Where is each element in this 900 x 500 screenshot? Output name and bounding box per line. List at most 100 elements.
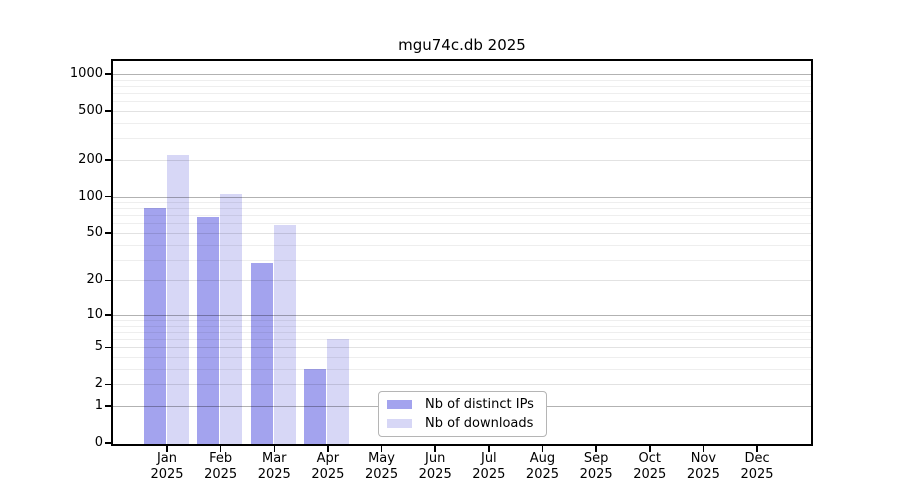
- month-text: Jan: [156, 451, 178, 466]
- legend-row-nb-of-distinct-ips: Nb of distinct IPs: [387, 397, 546, 412]
- gridline: [113, 339, 811, 341]
- bar-nb-of-distinct-ips-feb: [197, 216, 220, 444]
- gridline: [113, 325, 811, 327]
- y-axis-tick-mark: [105, 232, 112, 234]
- x-axis-month-label: Jun 2025: [403, 451, 467, 483]
- month-text: Apr: [316, 451, 340, 466]
- y-axis-tick-label: 50: [86, 225, 103, 240]
- month-text: Feb: [209, 451, 233, 466]
- x-axis-month-label: Jul 2025: [457, 451, 521, 483]
- bar-nb-of-distinct-ips-apr: [304, 368, 327, 444]
- x-axis-month-label: Apr 2025: [296, 451, 360, 483]
- x-axis-month-label: Nov 2025: [671, 451, 735, 483]
- gridline: [113, 208, 811, 210]
- gridline: [113, 159, 811, 161]
- x-axis-tick-mark: [756, 446, 758, 452]
- x-axis-tick-mark: [380, 446, 383, 452]
- month-text: Mar: [262, 451, 287, 466]
- gridline: [113, 280, 811, 282]
- year-text: 2025: [257, 467, 291, 482]
- month-text: Dec: [744, 451, 770, 466]
- gridline: [113, 74, 811, 75]
- plot-area: [113, 61, 811, 444]
- y-axis-tick-label: 100: [78, 188, 103, 204]
- left-spine: [111, 59, 113, 446]
- bar-nb-of-distinct-ips-jan: [143, 208, 166, 444]
- y-axis-tick-label: 500: [78, 102, 103, 118]
- y-axis-tick-mark: [105, 346, 112, 349]
- gridline: [113, 138, 811, 140]
- gridline: [113, 93, 811, 95]
- gridline: [113, 110, 811, 112]
- gridline: [113, 347, 811, 349]
- month-text: Jun: [425, 451, 446, 466]
- x-axis-tick-mark: [219, 446, 222, 452]
- gridline: [113, 85, 811, 87]
- bar-nb-of-downloads-jan: [166, 154, 189, 444]
- legend: Nb of distinct IPs Nb of downloads: [378, 391, 547, 437]
- top-spine: [111, 59, 813, 61]
- x-axis-tick-mark: [649, 446, 651, 452]
- x-axis-month-label: Dec 2025: [725, 451, 789, 483]
- year-text: 2025: [150, 467, 184, 482]
- legend-row-nb-of-downloads: Nb of downloads: [387, 416, 546, 431]
- y-axis-tick-label: 1000: [69, 66, 103, 81]
- gridline: [113, 122, 811, 124]
- year-text: 2025: [686, 467, 720, 482]
- chart-title: mgu74c.db 2025: [398, 36, 526, 54]
- y-axis-tick-label: 0: [94, 435, 103, 450]
- gridline: [113, 196, 811, 198]
- year-text: 2025: [525, 467, 560, 482]
- month-text: Sep: [583, 451, 609, 466]
- y-axis-tick-mark: [105, 159, 112, 161]
- year-text: 2025: [633, 467, 667, 482]
- month-text: Oct: [638, 451, 661, 466]
- y-axis-tick-label: 200: [78, 151, 103, 167]
- year-text: 2025: [204, 467, 238, 482]
- gridline: [113, 223, 811, 225]
- gridline: [113, 244, 811, 246]
- year-text: 2025: [311, 467, 345, 482]
- bar-nb-of-downloads-mar: [273, 225, 296, 444]
- right-spine: [811, 59, 813, 446]
- y-axis-tick-label: 5: [94, 339, 103, 355]
- x-axis-tick-mark: [488, 446, 490, 452]
- y-axis-tick-mark: [105, 442, 112, 444]
- gridline: [113, 320, 811, 322]
- gridline: [113, 368, 811, 370]
- y-axis-tick-mark: [105, 195, 112, 198]
- y-axis-tick-label: 10: [86, 306, 103, 322]
- x-axis-month-label: Aug 2025: [510, 451, 574, 483]
- year-text: 2025: [418, 467, 452, 482]
- legend-swatch-nb-of-downloads: [387, 419, 412, 429]
- month-text: Aug: [529, 451, 556, 466]
- x-axis-tick-mark: [702, 446, 705, 452]
- x-axis-tick-mark: [273, 446, 276, 452]
- x-axis-month-label: Jan 2025: [135, 451, 199, 483]
- bar-nb-of-downloads-feb: [220, 193, 243, 444]
- x-axis-tick-mark: [434, 446, 436, 452]
- y-axis-tick-label: 20: [86, 272, 103, 288]
- gridline: [113, 384, 811, 386]
- x-axis-month-label: Mar 2025: [242, 451, 306, 483]
- bar-nb-of-downloads-apr: [327, 339, 350, 444]
- x-axis-month-label: Feb 2025: [189, 451, 253, 483]
- bottom-spine: [111, 444, 813, 446]
- gridline: [113, 357, 811, 359]
- x-axis-tick-mark: [166, 446, 168, 452]
- gridline: [113, 215, 811, 217]
- y-axis-tick-label: 1: [94, 397, 103, 413]
- y-axis-tick-mark: [105, 279, 112, 282]
- year-text: 2025: [365, 467, 399, 482]
- gridline: [113, 101, 811, 103]
- month-text: May: [368, 451, 395, 466]
- x-axis-tick-mark: [327, 446, 329, 452]
- x-axis-month-label: Sep 2025: [564, 451, 628, 483]
- bar-nb-of-distinct-ips-mar: [250, 263, 273, 444]
- gridline: [113, 79, 811, 81]
- month-text: Jul: [480, 451, 497, 466]
- y-axis-tick-mark: [105, 405, 112, 407]
- legend-label-nb-of-downloads: Nb of downloads: [425, 416, 534, 432]
- y-axis-tick-mark: [105, 110, 112, 112]
- gridline: [113, 314, 811, 316]
